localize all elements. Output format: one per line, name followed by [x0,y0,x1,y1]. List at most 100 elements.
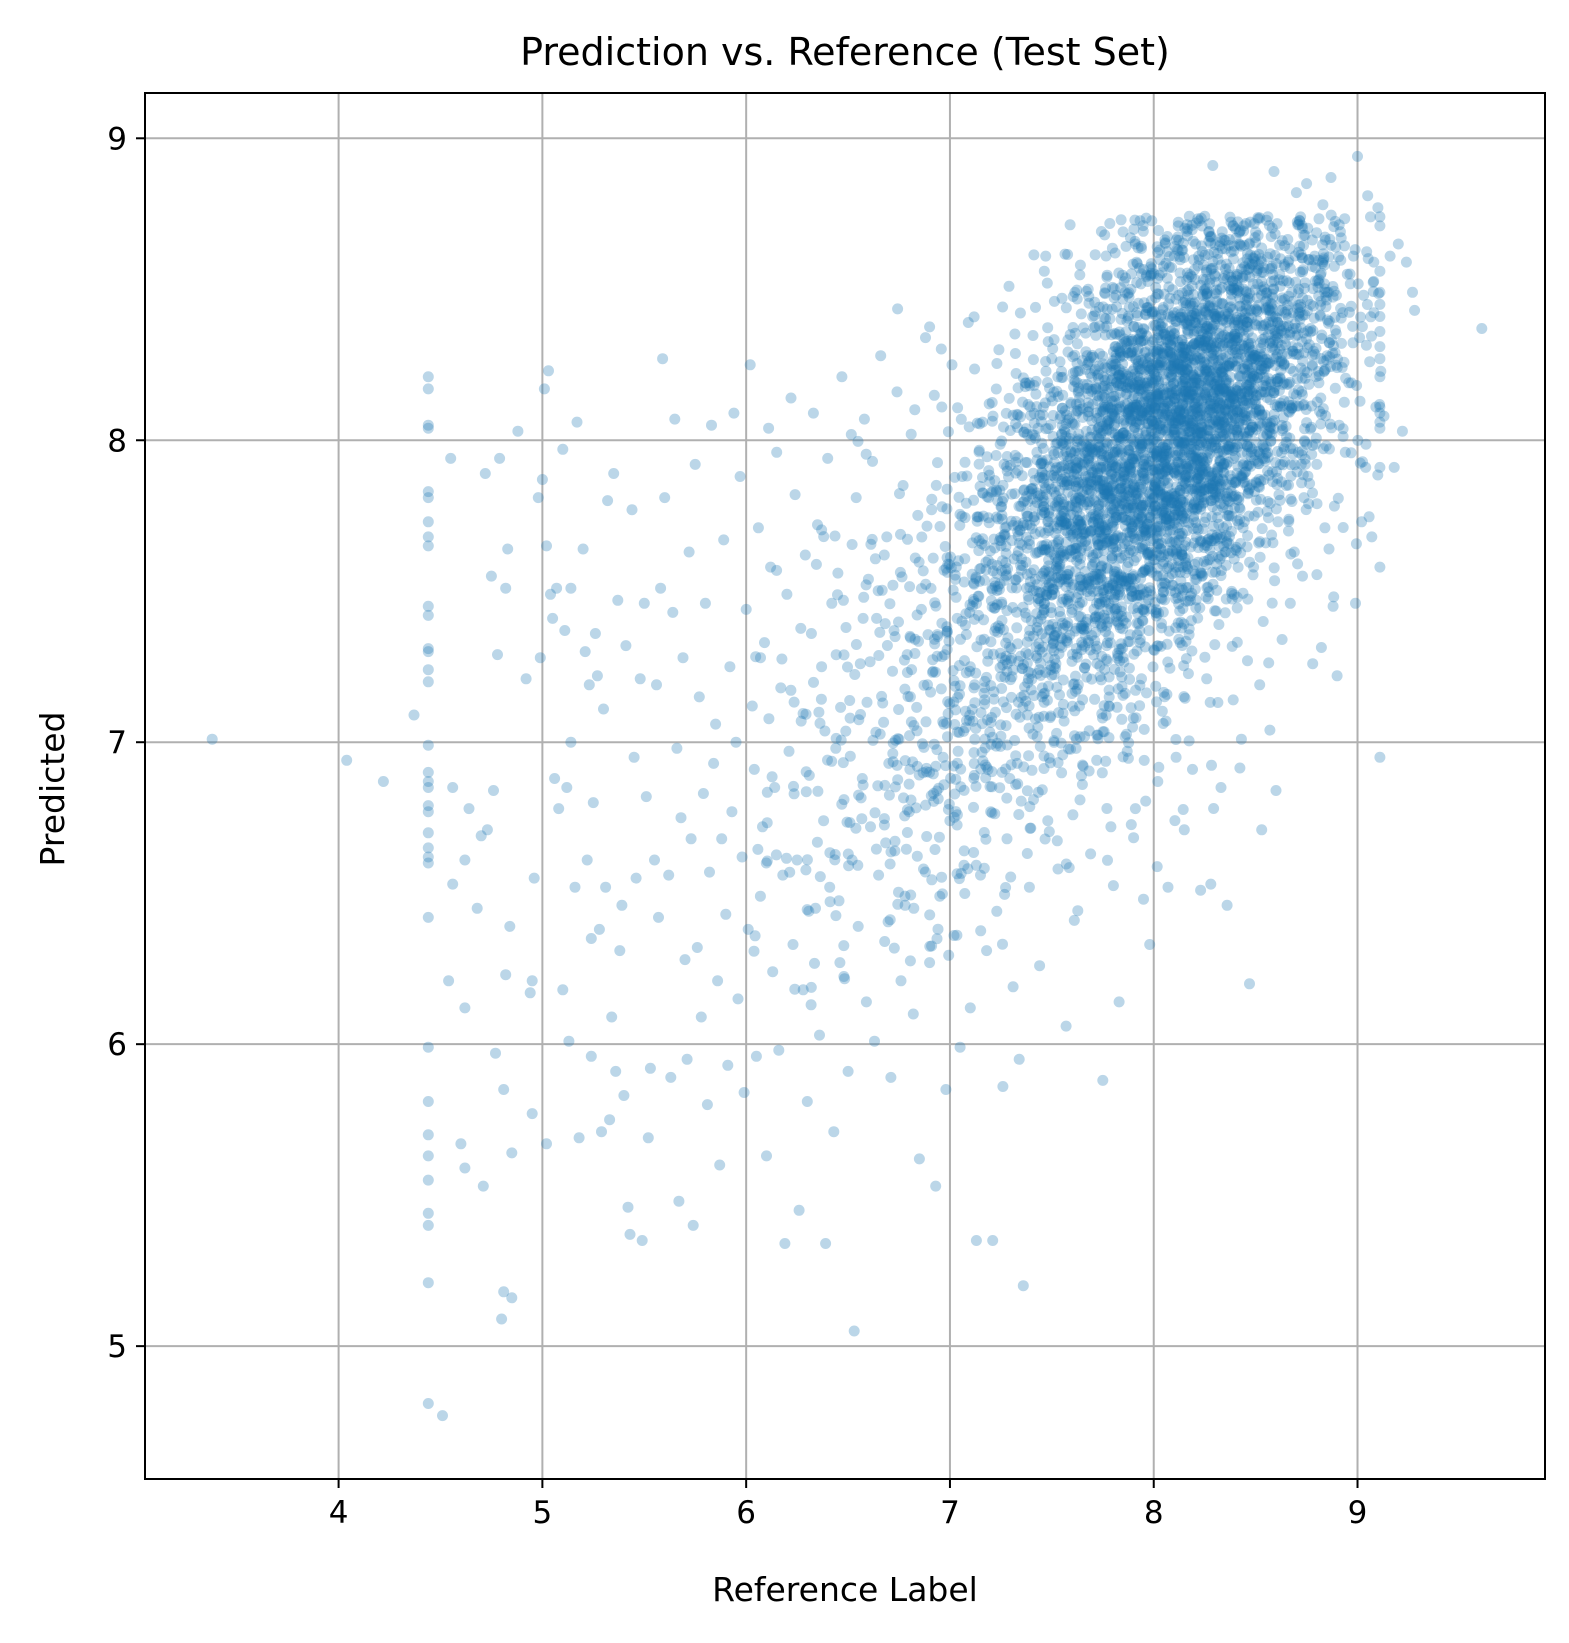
data-point [789,788,800,799]
data-point [997,514,1008,525]
data-point [557,984,568,995]
data-point [1147,307,1158,318]
data-point [423,1150,434,1161]
data-point [1374,752,1385,763]
data-point [1277,634,1288,645]
data-point [728,408,739,419]
data-point [447,879,458,890]
data-point [1178,691,1189,702]
data-point [1328,221,1339,232]
data-point [1119,499,1130,510]
data-point [690,459,701,470]
data-point [1232,348,1243,359]
data-point [885,1072,896,1083]
data-point [920,332,931,343]
data-point [1031,376,1042,387]
data-point [1025,410,1036,421]
data-point [423,610,434,621]
data-point [527,1108,538,1119]
data-point [588,797,599,808]
data-point [1115,623,1126,634]
data-point [1070,419,1081,430]
data-point [936,402,947,413]
data-point [506,1292,517,1303]
data-point [879,936,890,947]
data-point [1097,713,1108,724]
data-point [1212,337,1223,348]
data-point [1220,607,1231,618]
data-point [1257,440,1268,451]
data-point [981,945,992,956]
data-point [1152,247,1163,258]
data-point [887,580,898,591]
data-point [1074,269,1085,280]
data-point [1237,395,1248,406]
data-point [629,752,640,763]
data-point [1263,657,1274,668]
data-point [459,1002,470,1013]
data-point [1228,221,1239,232]
data-point [1339,397,1350,408]
data-point [1116,714,1127,725]
data-point [684,547,695,558]
data-point [1128,713,1139,724]
data-point [904,730,915,741]
data-point [1350,244,1361,255]
data-point [486,571,497,582]
data-point [1190,484,1201,495]
data-point [1389,462,1400,473]
data-point [998,422,1009,433]
data-point [1104,475,1115,486]
data-point [1305,299,1316,310]
data-point [1222,311,1233,322]
data-point [1316,642,1327,653]
data-point [1277,459,1288,470]
data-point [1194,602,1205,613]
data-point [1236,312,1247,323]
data-point [851,639,862,650]
data-point [816,661,827,672]
data-point [1246,447,1257,458]
data-point [1333,251,1344,262]
data-point [1267,537,1278,548]
data-point [686,833,697,844]
data-point [645,1063,656,1074]
data-point [423,1208,434,1219]
data-point [1255,552,1266,563]
data-point [1242,248,1253,259]
data-point [1397,426,1408,437]
data-point [931,480,942,491]
data-point [1350,598,1361,609]
data-point [1178,562,1189,573]
data-point [1134,419,1145,430]
data-point [1179,223,1190,234]
data-point [1138,566,1149,577]
data-point [761,1150,772,1161]
data-point [1056,597,1067,608]
data-point [965,1002,976,1013]
data-point [1061,537,1072,548]
data-point [906,429,917,440]
data-point [1187,281,1198,292]
data-point [955,1042,966,1053]
data-point [930,601,941,612]
data-point [559,625,570,636]
data-point [549,773,560,784]
data-point [1216,782,1227,793]
data-point [1067,688,1078,699]
data-point [815,871,826,882]
data-point [502,544,513,555]
data-point [627,504,638,515]
data-point [1090,249,1101,260]
data-point [1238,460,1249,471]
data-point [1283,379,1294,390]
data-point [887,666,898,677]
data-point [1285,549,1296,560]
data-point [459,855,470,866]
data-point [1219,270,1230,281]
data-point [584,679,595,690]
data-point [610,1066,621,1077]
data-point [961,498,972,509]
data-point [563,1036,574,1047]
data-point [948,585,959,596]
